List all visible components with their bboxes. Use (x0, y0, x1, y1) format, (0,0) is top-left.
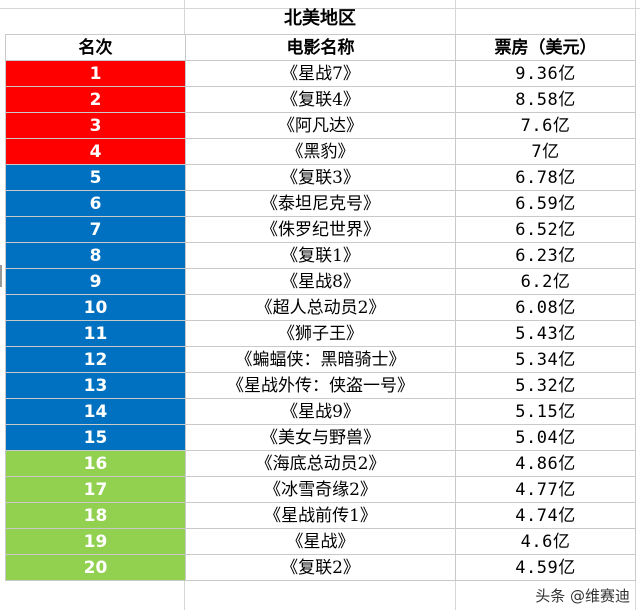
rank-cell[interactable]: 7 (5, 216, 186, 243)
grid-line (0, 8, 640, 9)
table-row: 1 《星战7》 9.36亿 (5, 60, 636, 87)
box-office-cell[interactable]: 4.6亿 (455, 528, 636, 555)
header-movie-name[interactable]: 电影名称 (185, 34, 456, 61)
movie-name-cell[interactable]: 《星战外传：侠盗一号》 (185, 372, 456, 399)
box-office-cell[interactable]: 4.74亿 (455, 502, 636, 529)
table-row: 4 《黑豹》 7亿 (5, 138, 636, 165)
rank-cell[interactable]: 14 (5, 398, 186, 425)
box-office-cell[interactable]: 9.36亿 (455, 60, 636, 87)
box-office-cell[interactable]: 4.86亿 (455, 450, 636, 477)
rank-cell[interactable]: 11 (5, 320, 186, 347)
box-office-cell[interactable]: 4.77亿 (455, 476, 636, 503)
table-row: 14 《星战9》 5.15亿 (5, 398, 636, 425)
movie-name-cell[interactable]: 《星战8》 (185, 268, 456, 295)
rank-cell[interactable]: 19 (5, 528, 186, 555)
rank-cell[interactable]: 6 (5, 190, 186, 217)
box-office-table: 名次 电影名称 票房（美元） 1 《星战7》 9.36亿 2 《复联4》 8.58亿 3 《阿… (5, 34, 636, 581)
table-row: 13 《星战外传：侠盗一号》 5.32亿 (5, 372, 636, 399)
rank-cell[interactable]: 3 (5, 112, 186, 139)
movie-name-cell[interactable]: 《狮子王》 (185, 320, 456, 347)
rank-cell[interactable]: 18 (5, 502, 186, 529)
rank-cell[interactable]: 4 (5, 138, 186, 165)
movie-name-cell[interactable]: 《复联1》 (185, 242, 456, 269)
box-office-cell[interactable]: 6.78亿 (455, 164, 636, 191)
table-row: 3 《阿凡达》 7.6亿 (5, 112, 636, 139)
table-row: 18 《星战前传1》 4.74亿 (5, 502, 636, 529)
movie-name-cell[interactable]: 《复联4》 (185, 86, 456, 113)
table-row: 7 《侏罗纪世界》 6.52亿 (5, 216, 636, 243)
movie-name-cell[interactable]: 《海底总动员2》 (185, 450, 456, 477)
box-office-cell[interactable]: 6.23亿 (455, 242, 636, 269)
table-row: 17 《冰雪奇缘2》 4.77亿 (5, 476, 636, 503)
table-row: 16 《海底总动员2》 4.86亿 (5, 450, 636, 477)
box-office-cell[interactable]: 5.15亿 (455, 398, 636, 425)
box-office-cell[interactable]: 8.58亿 (455, 86, 636, 113)
table-row: 20 《复联2》 4.59亿 (5, 554, 636, 581)
box-office-cell[interactable]: 5.32亿 (455, 372, 636, 399)
box-office-cell[interactable]: 6.2亿 (455, 268, 636, 295)
rank-cell[interactable]: 1 (5, 60, 186, 87)
box-office-cell[interactable]: 7亿 (455, 138, 636, 165)
rank-cell[interactable]: 15 (5, 424, 186, 451)
movie-name-cell[interactable]: 《星战9》 (185, 398, 456, 425)
rank-cell[interactable]: 10 (5, 294, 186, 321)
rank-cell[interactable]: 20 (5, 554, 186, 581)
row-resize-handle[interactable] (0, 265, 2, 287)
movie-name-cell[interactable]: 《侏罗纪世界》 (185, 216, 456, 243)
box-office-cell[interactable]: 6.52亿 (455, 216, 636, 243)
table-row: 10 《超人总动员2》 6.08亿 (5, 294, 636, 321)
table-row: 5 《复联3》 6.78亿 (5, 164, 636, 191)
box-office-cell[interactable]: 5.43亿 (455, 320, 636, 347)
table-row: 12 《蝙蝠侠：黑暗骑士》 5.34亿 (5, 346, 636, 373)
movie-name-cell[interactable]: 《黑豹》 (185, 138, 456, 165)
watermark: 头条 @维赛迪 (535, 587, 630, 605)
table-row: 19 《星战》 4.6亿 (5, 528, 636, 555)
box-office-cell[interactable]: 5.04亿 (455, 424, 636, 451)
header-box-office[interactable]: 票房（美元） (455, 34, 636, 61)
box-office-cell[interactable]: 6.08亿 (455, 294, 636, 321)
box-office-cell[interactable]: 7.6亿 (455, 112, 636, 139)
rank-cell[interactable]: 17 (5, 476, 186, 503)
sheet-title: 北美地区 (284, 8, 356, 29)
movie-name-cell[interactable]: 《泰坦尼克号》 (185, 190, 456, 217)
header-row: 名次 电影名称 票房（美元） (5, 34, 636, 61)
movie-name-cell[interactable]: 《蝙蝠侠：黑暗骑士》 (185, 346, 456, 373)
movie-name-cell[interactable]: 《星战7》 (185, 60, 456, 87)
table-row: 2 《复联4》 8.58亿 (5, 86, 636, 113)
rank-cell[interactable]: 12 (5, 346, 186, 373)
table-row: 9 《星战8》 6.2亿 (5, 268, 636, 295)
movie-name-cell[interactable]: 《星战前传1》 (185, 502, 456, 529)
rank-cell[interactable]: 5 (5, 164, 186, 191)
box-office-cell[interactable]: 6.59亿 (455, 190, 636, 217)
header-rank[interactable]: 名次 (5, 34, 186, 61)
movie-name-cell[interactable]: 《复联2》 (185, 554, 456, 581)
box-office-cell[interactable]: 4.59亿 (455, 554, 636, 581)
rank-cell[interactable]: 16 (5, 450, 186, 477)
movie-name-cell[interactable]: 《冰雪奇缘2》 (185, 476, 456, 503)
movie-name-cell[interactable]: 《星战》 (185, 528, 456, 555)
grid-line (635, 0, 636, 610)
movie-name-cell[interactable]: 《美女与野兽》 (185, 424, 456, 451)
table-row: 6 《泰坦尼克号》 6.59亿 (5, 190, 636, 217)
rank-cell[interactable]: 2 (5, 86, 186, 113)
rank-cell[interactable]: 8 (5, 242, 186, 269)
rank-cell[interactable]: 13 (5, 372, 186, 399)
table-row: 15 《美女与野兽》 5.04亿 (5, 424, 636, 451)
table-row: 11 《狮子王》 5.43亿 (5, 320, 636, 347)
movie-name-cell[interactable]: 《阿凡达》 (185, 112, 456, 139)
table-row: 8 《复联1》 6.23亿 (5, 242, 636, 269)
rank-cell[interactable]: 9 (5, 268, 186, 295)
movie-name-cell[interactable]: 《复联3》 (185, 164, 456, 191)
box-office-cell[interactable]: 5.34亿 (455, 346, 636, 373)
movie-name-cell[interactable]: 《超人总动员2》 (185, 294, 456, 321)
